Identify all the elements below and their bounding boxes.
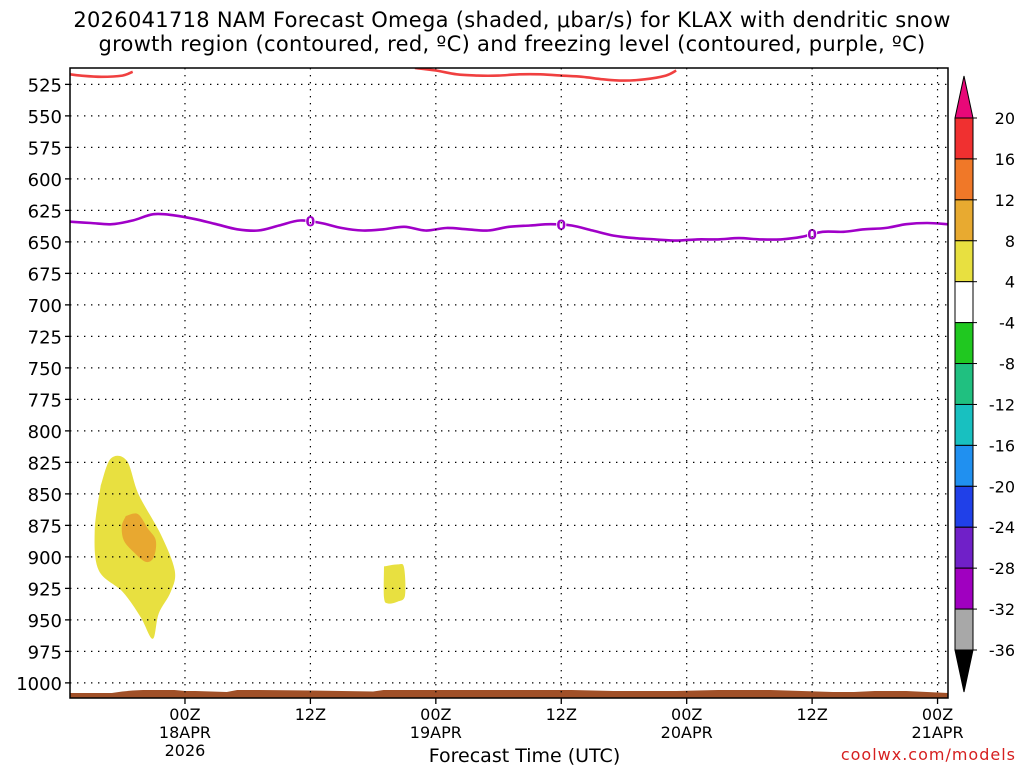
y-tick-label-875: 875 [28,516,62,537]
omega-region-3 [383,564,406,604]
dgz-contour-1 [70,70,134,79]
y-tick-label-950: 950 [28,611,62,632]
x-tick-date-0: 18APR [159,723,211,742]
y-tick-label-575: 575 [28,138,62,159]
colorbar-label-3: 8 [1005,232,1015,251]
freezing-level-label-3: 0 [807,227,817,243]
dgz-contour-2 [414,68,677,82]
colorbar-label-12: -32 [989,600,1015,619]
x-tick-date-2: 19APR [410,723,462,742]
colorbar-label-8: -16 [989,436,1015,455]
colorbar-box--4 [954,322,974,365]
x-tick-date-4: 20APR [661,723,713,742]
colorbar-box--32 [954,608,974,651]
x-axis-title: Forecast Time (UTC) [428,745,621,767]
freezing-label-bg-1 [305,213,316,230]
chart-title-line2: growth region (contoured, red, ºC) and f… [98,32,926,56]
colorbar-label-6: -8 [999,355,1015,374]
colorbar-box--16 [954,444,974,487]
colorbar-box-8 [954,240,974,283]
x-tick-label-4: 00Z [671,705,702,724]
chart-title-line1: 2026041718 NAM Forecast Omega (shaded, μ… [73,8,951,32]
site-credit: coolwx.com/models [840,745,1016,764]
y-tick-label-525: 525 [28,75,62,96]
y-tick-label-600: 600 [28,170,62,191]
x-tick-label-1: 12Z [295,705,326,724]
y-tick-label-750: 750 [28,359,62,380]
colorbar-box--24 [954,526,974,569]
y-tick-label-625: 625 [28,201,62,222]
y-tick-label-850: 850 [28,485,62,506]
colorbar-box-20 [954,117,974,160]
x-tick-label-0: 00Z [169,705,200,724]
freezing-label-bg-3 [807,226,818,243]
colorbar-box--12 [954,403,974,446]
colorbar-box-12 [954,199,974,242]
colorbar-box-4 [954,281,974,324]
y-tick-label-725: 725 [28,327,62,348]
colorbar-box--28 [954,567,974,610]
y-tick-label-775: 775 [28,390,62,411]
colorbar-label-9: -20 [989,477,1015,496]
colorbar-box--20 [954,485,974,528]
freezing-label-bg-2 [556,216,567,233]
colorbar-label-2: 12 [995,191,1015,210]
colorbar-label-7: -12 [989,395,1015,414]
y-tick-label-925: 925 [28,579,62,600]
x-tick-label-6: 00Z [922,705,953,724]
colorbar-top-arrow [954,75,974,119]
surface-terrain [70,690,948,698]
colorbar-label-10: -24 [989,518,1015,537]
colorbar-box--8 [954,363,974,405]
y-tick-label-825: 825 [28,453,62,474]
y-tick-label-900: 900 [28,548,62,569]
x-tick-date-6: 21APR [912,723,964,742]
colorbar-label-0: 20 [995,109,1015,128]
plot-frame [69,67,949,699]
colorbar-label-13: -36 [989,641,1015,660]
x-tick-year-0: 2026 [165,741,206,760]
colorbar-label-1: 16 [995,150,1015,169]
freezing-level-label-2: 0 [556,218,566,234]
x-tick-label-2: 00Z [420,705,451,724]
y-tick-label-650: 650 [28,233,62,254]
y-tick-label-1000: 1000 [16,674,62,695]
colorbar-label-4: 4 [1005,273,1015,292]
y-tick-label-800: 800 [28,422,62,443]
x-tick-label-5: 12Z [796,705,827,724]
y-tick-label-550: 550 [28,107,62,128]
colorbar-box-16 [954,158,974,201]
colorbar-label-5: -4 [999,314,1015,333]
colorbar-bottom-arrow [954,649,974,693]
y-tick-label-975: 975 [28,642,62,663]
colorbar-label-11: -28 [989,559,1015,578]
omega-region-2 [121,513,157,563]
plot-area: 0 00 [70,68,948,698]
y-tick-label-700: 700 [28,296,62,317]
freezing-level-line [70,212,948,242]
x-tick-label-3: 12Z [546,705,577,724]
y-tick-label-675: 675 [28,264,62,285]
